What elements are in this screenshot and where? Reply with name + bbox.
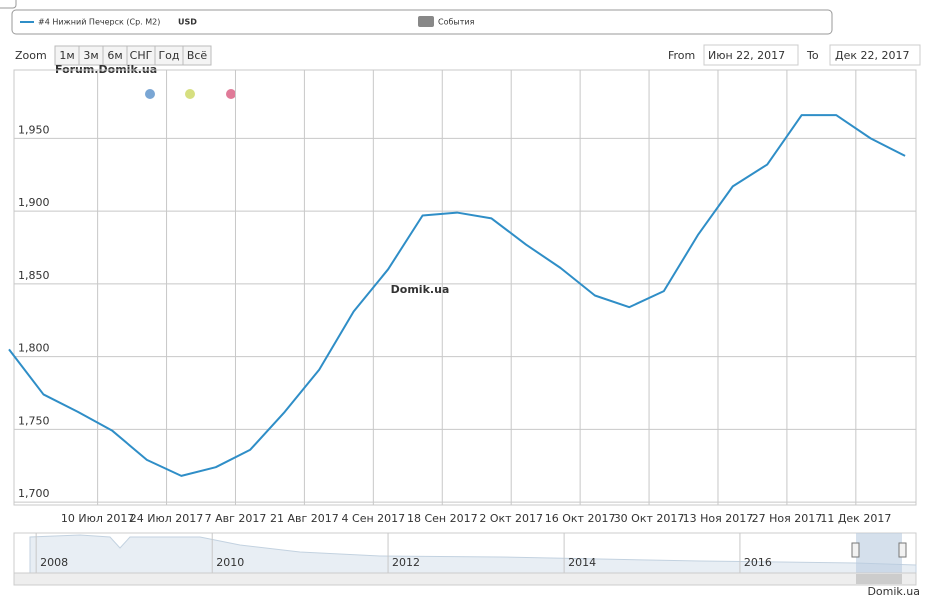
navigator-tick-label: 2010 xyxy=(216,556,244,569)
from-value[interactable]: Июн 22, 2017 xyxy=(708,49,785,62)
zoom-label: Zoom xyxy=(15,49,47,62)
x-tick-label: 2 Окт 2017 xyxy=(479,512,543,525)
zoom-button-label[interactable]: 6м xyxy=(107,49,122,62)
plot-frame xyxy=(13,69,917,506)
x-tick-label: 11 Дек 2017 xyxy=(820,512,891,525)
y-tick-label: 1,950 xyxy=(18,123,50,136)
zoom-button-label[interactable]: 1м xyxy=(59,49,74,62)
to-input[interactable] xyxy=(829,44,921,66)
navigator-tick-label: 2008 xyxy=(40,556,68,569)
navigator-tick-label: 2014 xyxy=(568,556,596,569)
zoom-button-label[interactable]: Год xyxy=(158,49,179,62)
events-label[interactable]: События xyxy=(438,18,475,27)
zoom-button-label[interactable]: 3м xyxy=(83,49,98,62)
scrollbar[interactable] xyxy=(13,572,917,586)
y-tick-label: 1,850 xyxy=(18,269,50,282)
legend-unit: USD xyxy=(178,18,197,27)
x-tick-label: 30 Окт 2017 xyxy=(614,512,685,525)
x-tick-label: 10 Июл 2017 xyxy=(61,512,135,525)
navigator-tick-label: 2012 xyxy=(392,556,420,569)
events-swatch xyxy=(418,16,434,27)
watermark: Domik.ua xyxy=(391,283,450,296)
x-tick-label: 16 Окт 2017 xyxy=(545,512,616,525)
credits[interactable]: Domik.ua xyxy=(867,585,920,598)
y-tick-label: 1,900 xyxy=(18,196,50,209)
line-series xyxy=(8,114,906,477)
plot-area: 1,700 1,750 1,800 1,850 1,900 1,950 10 Июл 201… xyxy=(8,69,917,525)
navigator-tick-label: 2016 xyxy=(744,556,772,569)
legend-label[interactable]: #4 Нижний Печерск (Ср. М2) xyxy=(38,18,160,27)
y-tick-label: 1,750 xyxy=(18,414,50,427)
x-tick-label: 18 Сен 2017 xyxy=(407,512,478,525)
from-label: From xyxy=(668,49,695,62)
from-input[interactable] xyxy=(703,44,799,66)
legend-tab xyxy=(0,0,17,9)
to-label: To xyxy=(806,49,819,62)
zoom-buttons: 1м 3м 6м СНГ Год Всё xyxy=(54,45,212,66)
dot xyxy=(226,89,236,99)
zoom-button-label[interactable]: СНГ xyxy=(130,49,153,62)
zoom-button-label[interactable]: Всё xyxy=(187,49,208,62)
navigator-handle[interactable] xyxy=(851,542,860,558)
x-tick-label: 7 Авг 2017 xyxy=(205,512,267,525)
navigator-axis: 2008 2010 2012 2014 2016 xyxy=(35,533,772,573)
x-tick-label: 21 Авг 2017 xyxy=(270,512,339,525)
x-tick-label: 27 Ноя 2017 xyxy=(752,512,823,525)
to-value[interactable]: Дек 22, 2017 xyxy=(835,49,910,62)
zoom-button[interactable] xyxy=(182,45,212,66)
x-tick-label: 13 Ноя 2017 xyxy=(683,512,754,525)
y-tick-label: 1,700 xyxy=(18,487,50,500)
scrollbar-thumb[interactable] xyxy=(856,574,902,584)
navigator-selection[interactable] xyxy=(856,533,902,573)
y-tick-label: 1,800 xyxy=(18,342,50,355)
x-tick-label: 4 Сен 2017 xyxy=(342,512,406,525)
x-tick-label: 24 Июл 2017 xyxy=(130,512,204,525)
navigator-handle[interactable] xyxy=(898,542,907,558)
dot xyxy=(145,89,155,99)
dot xyxy=(185,89,195,99)
